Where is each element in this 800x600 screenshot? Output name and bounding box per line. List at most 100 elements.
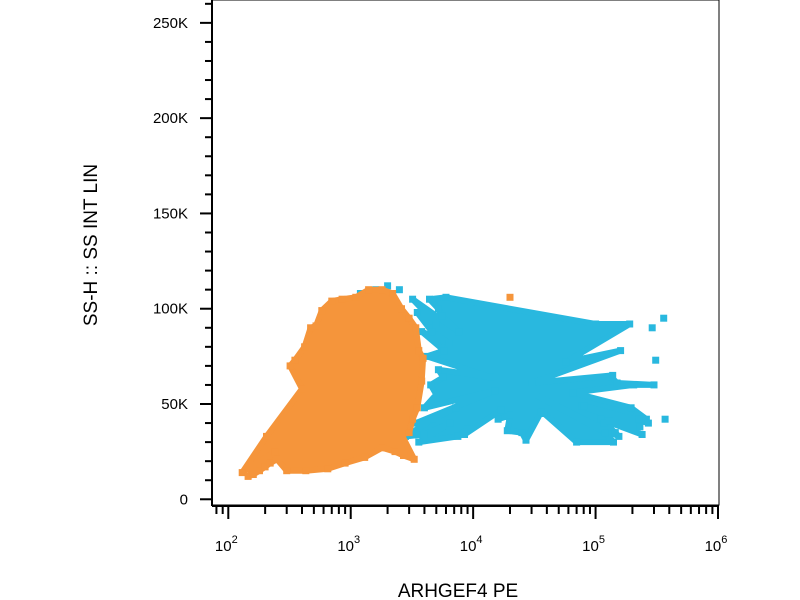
data-point-blue [497, 406, 505, 414]
data-point-orange [263, 432, 270, 440]
data-point-blue [635, 415, 643, 423]
data-point-orange [307, 324, 315, 332]
x-tick-label: 102 [215, 534, 238, 555]
data-point-blue [600, 419, 608, 427]
data-point-orange [328, 297, 336, 305]
data-point-orange [415, 347, 423, 355]
y-tick-label: 200K [153, 110, 188, 127]
data-point-orange [244, 472, 252, 480]
data-point-orange [286, 362, 294, 370]
data-point-blue [606, 417, 613, 425]
data-point-orange [409, 415, 417, 423]
data-point-blue [601, 429, 609, 437]
data-point-blue [395, 286, 403, 294]
data-point-blue [438, 312, 446, 320]
data-point-orange [391, 448, 399, 456]
data-point-orange [302, 467, 310, 475]
data-point-blue [597, 415, 605, 423]
data-point-orange [506, 293, 514, 301]
data-point-blue [661, 415, 669, 423]
data-point-blue [427, 381, 435, 389]
data-point-blue [599, 425, 607, 433]
x-tick-label: 103 [337, 534, 360, 555]
data-point-blue [562, 358, 570, 366]
data-point-blue [445, 339, 453, 347]
data-point-orange [413, 404, 421, 412]
data-point-orange [405, 429, 413, 437]
data-point-blue [592, 320, 600, 328]
data-point-blue [412, 419, 420, 427]
data-point-orange [324, 465, 332, 473]
data-point-blue [423, 352, 431, 360]
data-point-orange [266, 459, 274, 467]
data-point-blue [638, 431, 646, 438]
data-point-blue [573, 438, 581, 446]
data-point-blue [518, 429, 526, 437]
data-point-orange [291, 356, 299, 364]
data-point-blue [660, 314, 668, 322]
data-point-blue [452, 404, 460, 412]
data-point-blue [461, 431, 468, 438]
data-point-blue [648, 324, 656, 332]
data-point-blue [434, 305, 442, 313]
data-point-blue [617, 347, 625, 355]
data-point-blue [506, 411, 514, 419]
data-point-orange [312, 322, 320, 330]
data-point-blue [613, 379, 621, 387]
data-point-blue [636, 423, 644, 431]
data-point-orange [318, 307, 326, 315]
data-point-orange [249, 471, 257, 478]
data-point-blue [384, 282, 392, 290]
data-point-orange [283, 467, 291, 475]
data-point-blue [615, 432, 623, 440]
data-point-orange [361, 453, 369, 461]
y-axis: 0 50K 100K 150K 200K 250K [153, 0, 213, 508]
data-point-blue [429, 415, 437, 423]
data-point-blue [531, 391, 539, 398]
data-point-blue [442, 293, 450, 301]
data-point-blue [432, 320, 440, 328]
data-point-blue [630, 381, 638, 389]
x-axis: 102 103 104 105 106 [212, 505, 728, 555]
data-point-blue [611, 429, 619, 437]
data-point-orange [378, 444, 386, 452]
data-point-orange [238, 469, 246, 477]
data-point-orange [256, 467, 263, 475]
y-tick-label: 100K [153, 301, 188, 318]
data-point-blue [454, 432, 462, 440]
data-point-orange [273, 455, 281, 463]
data-point-orange [412, 324, 420, 332]
data-point-blue [610, 438, 617, 446]
data-point-orange [410, 455, 418, 463]
data-point-blue [626, 320, 634, 328]
data-point-blue [420, 431, 428, 438]
data-point-blue [580, 402, 588, 410]
data-point-blue [432, 391, 440, 398]
data-point-orange [261, 463, 269, 471]
data-point-orange [301, 343, 309, 351]
data-point-blue [413, 309, 421, 316]
orange-population-points [238, 286, 514, 480]
y-tick-label: 0 [180, 491, 188, 508]
data-point-orange [398, 305, 405, 313]
x-axis-title: ARHGEF4 PE [398, 581, 518, 600]
y-tick-label: 150K [153, 205, 188, 222]
data-point-orange [341, 459, 349, 467]
data-point-orange [365, 286, 373, 294]
x-tick-label: 104 [460, 534, 483, 555]
data-point-blue [627, 404, 635, 412]
data-point-blue [522, 436, 530, 444]
x-tick-label: 106 [705, 534, 728, 555]
data-point-blue [415, 438, 423, 446]
data-point-blue [540, 410, 548, 417]
data-point-orange [352, 293, 360, 301]
data-point-blue [642, 415, 650, 423]
plot-area [238, 282, 669, 480]
data-point-orange [298, 385, 306, 393]
data-point-blue [420, 404, 428, 412]
data-point-blue [434, 366, 442, 374]
data-point-blue [455, 328, 463, 336]
y-tick-label: 250K [153, 15, 188, 32]
data-point-blue [426, 295, 433, 303]
